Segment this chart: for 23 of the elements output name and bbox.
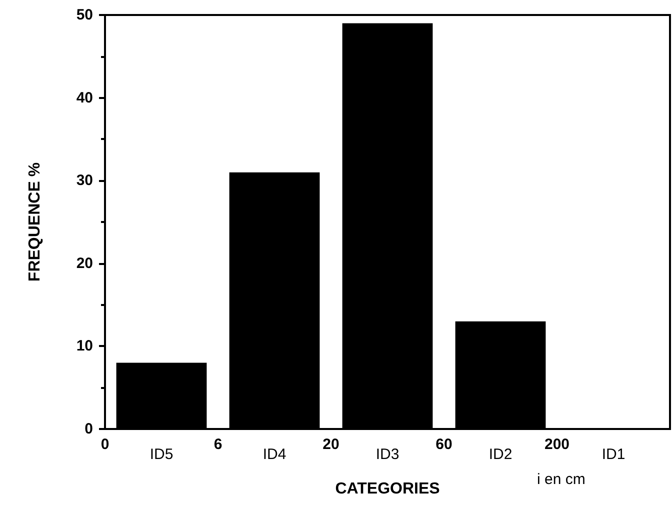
y-tick-label: 20 bbox=[76, 254, 93, 272]
y-axis-title: FREQUENCE % bbox=[26, 162, 44, 282]
x-axis-title: CATEGORIES bbox=[335, 480, 440, 498]
x-tick-label: ID3 bbox=[376, 446, 400, 463]
y-tick-label: 10 bbox=[76, 338, 93, 355]
y-tick-label: 0 bbox=[84, 420, 93, 438]
text: 60 bbox=[436, 436, 452, 453]
text: 0 bbox=[100, 436, 110, 453]
text: 6 bbox=[214, 436, 222, 453]
y-tick-label: 30 bbox=[76, 172, 93, 190]
text: i en cm bbox=[537, 471, 586, 488]
bar bbox=[229, 172, 320, 429]
text: 20 bbox=[322, 436, 340, 453]
bar bbox=[455, 321, 546, 429]
bar bbox=[116, 362, 207, 429]
bar bbox=[342, 23, 433, 429]
x-tick-label: ID5 bbox=[150, 446, 174, 463]
x-tick-label: ID1 bbox=[602, 446, 626, 463]
text: 200 bbox=[544, 436, 570, 453]
x-tick-label: ID4 bbox=[262, 446, 286, 463]
y-tick-label: 40 bbox=[76, 89, 93, 106]
y-tick-label: 50 bbox=[76, 6, 93, 24]
x-tick-label: ID2 bbox=[488, 446, 512, 463]
